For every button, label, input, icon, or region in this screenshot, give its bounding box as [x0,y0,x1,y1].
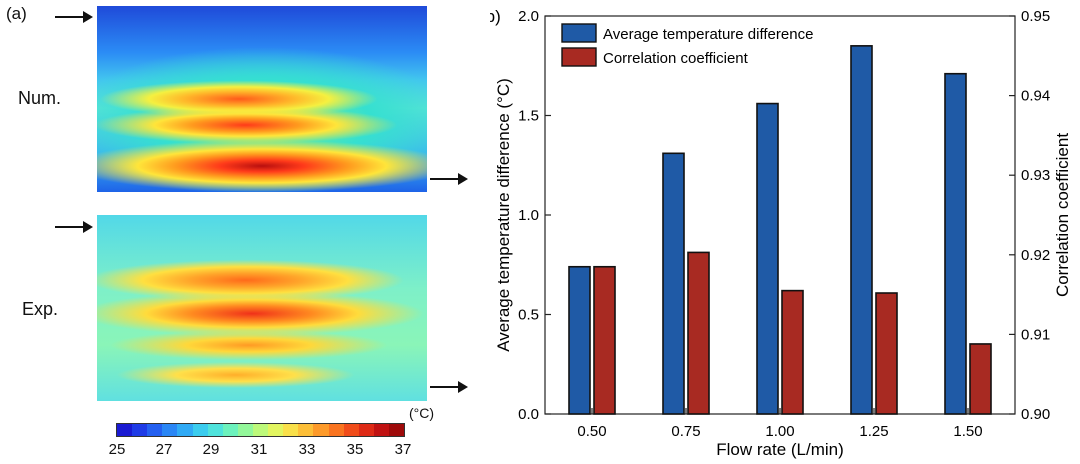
colorbar-tick: 29 [202,441,220,458]
x-tick-label: 1.50 [953,423,982,440]
y2-tick-label: 0.93 [1021,167,1050,184]
bar-correlation [969,343,992,415]
colorbar-tick: 37 [394,441,412,458]
exp-row-label: Exp. [22,299,59,319]
colorbar-segment [283,424,299,436]
legend-label: Correlation coefficient [603,50,749,67]
num-outlet-arrow-icon [430,173,468,185]
num-inlet-arrow-icon [55,11,93,23]
colorbar-segment [147,424,163,436]
colorbar-tick: 27 [155,441,173,458]
colorbar-segment [222,424,238,436]
bar-correlation [875,292,898,415]
legend-swatch [561,47,597,67]
colorbar-segment [177,424,193,436]
y-axis-label: Average temperature difference (°C) [494,78,513,352]
bar-avg-temp-diff [662,152,685,415]
colorbar-tick: 35 [346,441,364,458]
y-tick-label: 1.0 [518,207,539,224]
panel-a-label: (a) [6,4,27,23]
colorbar-tick: 33 [298,441,316,458]
bar-avg-temp-diff [756,102,779,415]
bar-correlation [781,289,804,415]
bar-correlation [687,251,710,415]
colorbar-segment [207,424,223,436]
temperature-colorbar [116,423,405,437]
colorbar-segment [328,424,344,436]
colorbar-segment [252,424,269,436]
y2-tick-label: 0.90 [1021,406,1050,423]
legend-label: Average temperature difference [603,26,813,43]
y-tick-label: 1.5 [518,108,539,125]
y-tick-label: 0.5 [518,307,539,324]
colorbar-segment [132,424,148,436]
colorbar-segment [298,424,314,436]
x-tick-label: 0.75 [671,423,700,440]
colorbar-segment [313,424,329,436]
bar-correlation [593,265,616,415]
bar-avg-temp-diff [850,45,873,415]
colorbar-segment [388,424,405,436]
y-tick-label: 2.0 [518,8,539,25]
x-tick-label: 1.00 [765,423,794,440]
colorbar-segment [162,424,178,436]
colorbar-segment [358,424,374,436]
colorbar-segment [192,424,208,436]
exp-outlet-arrow-icon [430,381,468,393]
experimental-temperature-map [97,215,427,401]
colorbar-segment [373,424,389,436]
x-tick-label: 1.25 [859,423,888,440]
bar-chart: 0.0 0.5 1.0 1.5 2.0 0.90 0.91 0.92 0.93 0.94 0.95 0… [490,7,1072,459]
x-tick-label: 0.50 [577,423,606,440]
colorbar-segment [117,424,133,436]
x-axis-label: Flow rate (L/min) [716,440,844,459]
y2-tick-label: 0.91 [1021,326,1050,343]
colorbar-segment [268,424,284,436]
colorbar-tick: 31 [250,441,268,458]
y2-tick-label: 0.92 [1021,247,1050,264]
colorbar-segment [343,424,359,436]
y-tick-label: 0.0 [518,406,539,423]
y2-tick-label: 0.95 [1021,8,1050,25]
num-row-label: Num. [18,88,62,108]
colorbar-segment [237,424,253,436]
bar-avg-temp-diff [568,265,591,415]
colorbar-tick: 25 [108,441,126,458]
colorbar-unit: (°C) [409,405,435,421]
bar-avg-temp-diff [944,72,967,415]
numerical-temperature-map [97,6,427,192]
legend-swatch [561,23,597,43]
y2-tick-label: 0.94 [1021,88,1050,105]
exp-inlet-arrow-icon [55,221,93,233]
panel-b-label: (b) [490,7,501,26]
y2-axis-label: Correlation coefficient [1053,133,1072,297]
